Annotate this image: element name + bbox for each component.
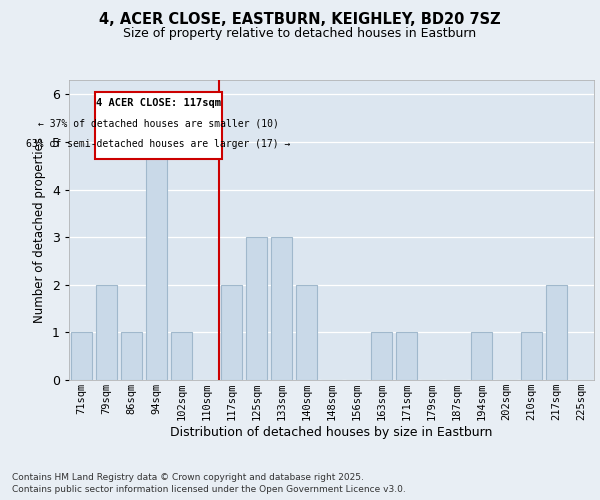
- Bar: [171, 332, 192, 380]
- Bar: [371, 332, 392, 380]
- X-axis label: Distribution of detached houses by size in Eastburn: Distribution of detached houses by size …: [170, 426, 493, 439]
- FancyBboxPatch shape: [95, 92, 221, 158]
- Bar: [521, 332, 542, 380]
- Bar: [121, 332, 142, 380]
- Bar: [296, 285, 317, 380]
- Bar: [471, 332, 492, 380]
- Bar: [396, 332, 417, 380]
- Bar: [246, 237, 267, 380]
- Bar: [271, 237, 292, 380]
- Bar: [546, 285, 567, 380]
- Text: ← 37% of detached houses are smaller (10): ← 37% of detached houses are smaller (10…: [38, 118, 279, 128]
- Bar: [71, 332, 92, 380]
- Text: Contains HM Land Registry data © Crown copyright and database right 2025.: Contains HM Land Registry data © Crown c…: [12, 472, 364, 482]
- Y-axis label: Number of detached properties: Number of detached properties: [34, 137, 46, 323]
- Bar: [96, 285, 117, 380]
- Text: 4, ACER CLOSE, EASTBURN, KEIGHLEY, BD20 7SZ: 4, ACER CLOSE, EASTBURN, KEIGHLEY, BD20 …: [99, 12, 501, 28]
- Text: Contains public sector information licensed under the Open Government Licence v3: Contains public sector information licen…: [12, 485, 406, 494]
- Bar: [146, 142, 167, 380]
- Text: 63% of semi-detached houses are larger (17) →: 63% of semi-detached houses are larger (…: [26, 138, 290, 148]
- Text: 4 ACER CLOSE: 117sqm: 4 ACER CLOSE: 117sqm: [96, 98, 221, 108]
- Text: Size of property relative to detached houses in Eastburn: Size of property relative to detached ho…: [124, 28, 476, 40]
- Bar: [221, 285, 242, 380]
